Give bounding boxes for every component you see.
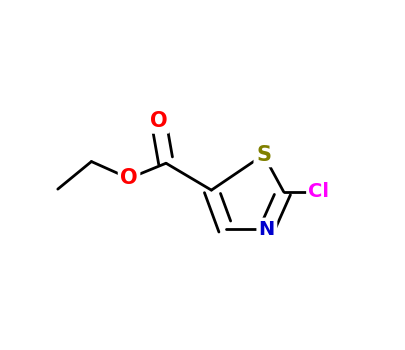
Text: Cl: Cl xyxy=(308,182,328,201)
Text: O: O xyxy=(120,168,138,188)
Text: O: O xyxy=(149,111,167,131)
Text: N: N xyxy=(258,220,274,239)
Text: S: S xyxy=(256,145,270,165)
